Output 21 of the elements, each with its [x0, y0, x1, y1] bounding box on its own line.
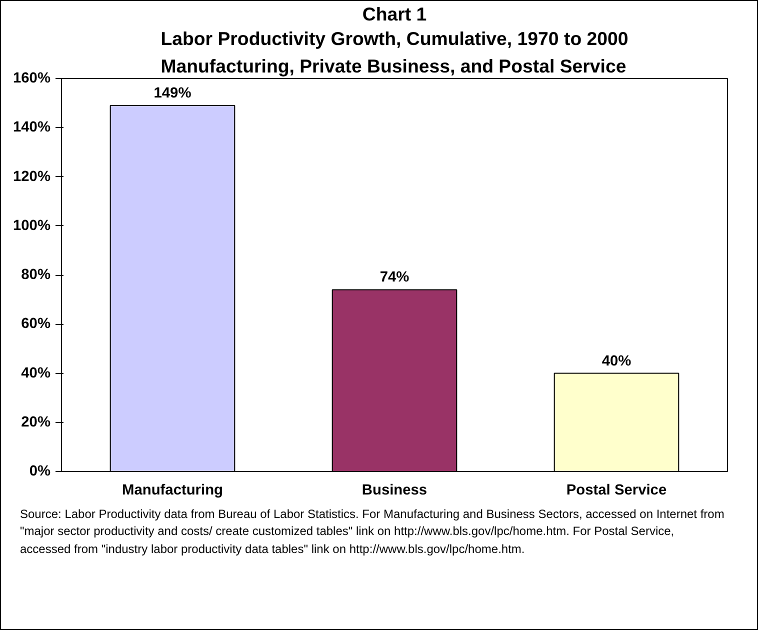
bar [554, 372, 680, 472]
data-label: 74% [380, 270, 410, 286]
y-tick-label: 60% [21, 316, 51, 332]
data-label: 40% [602, 353, 632, 370]
bar [110, 105, 236, 472]
y-tick-label: 0% [29, 464, 51, 480]
x-tick-label: Postal Service [566, 482, 667, 498]
y-tick-label: 40% [21, 365, 51, 382]
y-tick-label: 100% [13, 218, 51, 234]
bar [332, 289, 458, 472]
data-label: 149% [154, 86, 192, 102]
source-note: Source: Labor Productivity data from Bureau of Labor Statistics. For Manufacturing and Business Sectors, accessed on Internet from "major sector productivity and costs/ create customized tables" link on http://www.bls.gov/lpc/home.htm. For Postal Service, accessed from "industry labor productivity data tables" link on http://www.bls.gov/lpc/home.htm. [20, 506, 726, 558]
y-tick-label: 160% [13, 70, 51, 86]
x-tick-label: Business [362, 482, 428, 498]
chart-title: Chart 1 [362, 4, 427, 24]
y-tick-label: 140% [13, 120, 51, 136]
y-tick-label: 120% [13, 168, 51, 185]
chart-subtitle: Labor Productivity Growth, Cumulative, 1970 to 2000 Manufacturing, Private Business, and Postal Service [160, 28, 628, 76]
y-tick-label: 20% [21, 414, 51, 430]
y-tick-label: 80% [21, 267, 51, 283]
x-tick-label: Manufacturing [122, 482, 223, 498]
